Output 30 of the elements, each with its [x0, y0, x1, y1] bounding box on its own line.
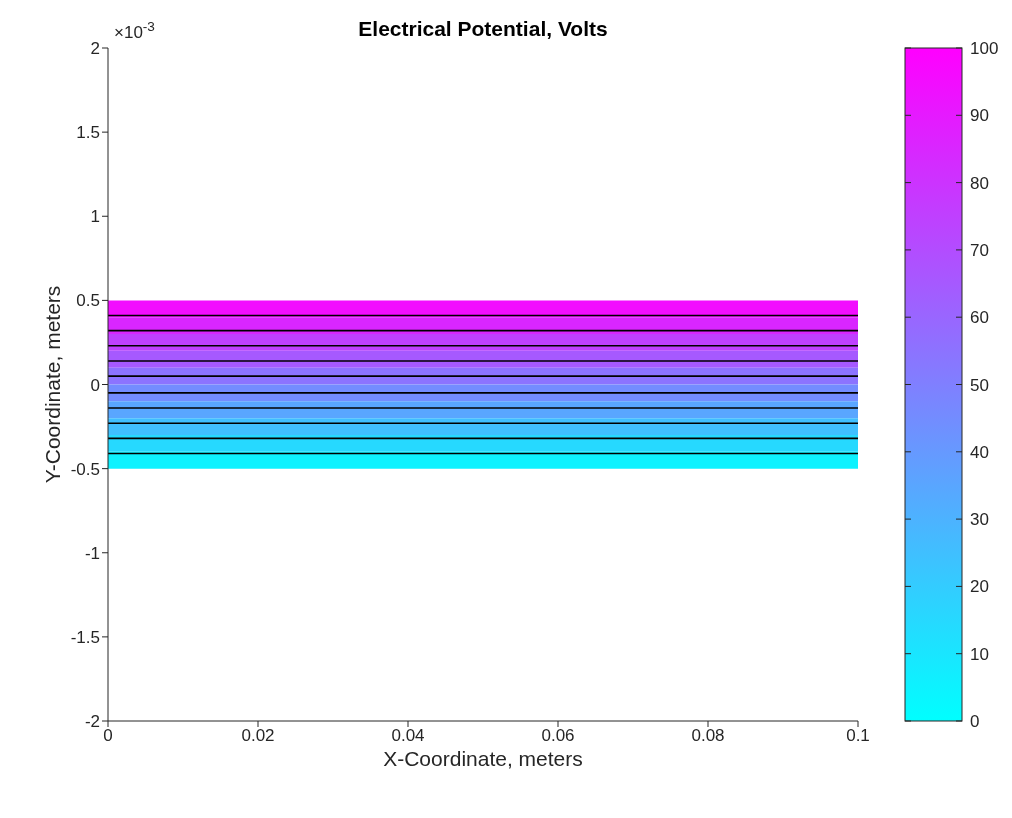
y-tick-label: -1.5	[70, 627, 100, 647]
color-bar-label: 60	[970, 308, 989, 328]
x-tick-label: 0.08	[691, 726, 725, 746]
y-tick-label: -1	[84, 543, 100, 563]
y-tick-label: 0	[90, 375, 100, 395]
color-bar-label: 70	[970, 240, 989, 260]
text: ×10$^{-3}$	[114, 18, 155, 42]
chart-title: Electrical Potential, Volts	[358, 17, 608, 40]
color-bar-label: 90	[970, 106, 989, 126]
y-tick-label: 0.5	[76, 291, 100, 311]
color-bar-label: 20	[970, 577, 989, 597]
y-axis-title: Y-Coordinate, meters	[41, 285, 65, 484]
y-tick-label: 1.5	[76, 123, 100, 143]
color-bar-label: 40	[970, 442, 989, 462]
y-tick-label: -0.5	[70, 459, 100, 479]
x-tick-label: 0.06	[541, 726, 575, 746]
color-bar-label: 10	[970, 644, 989, 664]
y-tick-label: 1	[90, 207, 100, 227]
color-bar-label: 80	[970, 173, 989, 193]
color-bar-label: 30	[970, 510, 989, 530]
color-bar-label: 100	[970, 39, 999, 58]
x-tick-label: 0	[103, 726, 113, 746]
x-tick-label: 0.1	[846, 726, 870, 746]
x-tick-label: 0.04	[391, 726, 425, 746]
color-bar-label: 0	[970, 712, 980, 731]
x-tick-label: 0.02	[241, 726, 275, 746]
y-tick-label: -2	[84, 712, 100, 732]
color-bar-label: 50	[970, 375, 989, 395]
x-axis-title: X-Coordinate, meters	[383, 746, 583, 770]
y-tick-label: 2	[90, 39, 100, 59]
